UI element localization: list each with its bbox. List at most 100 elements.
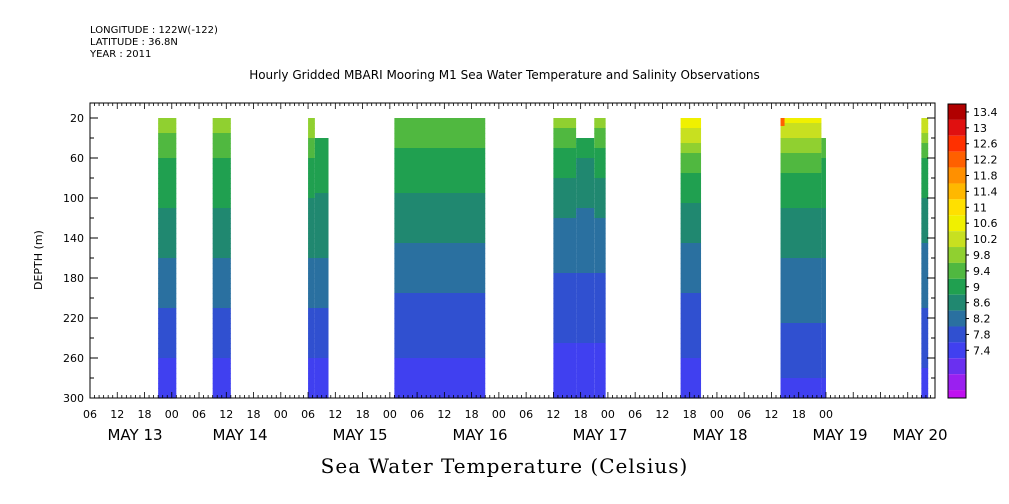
x-hour-label: 18 (247, 408, 261, 421)
data-cell (212, 368, 231, 374)
data-cell (576, 138, 595, 144)
data-cell (680, 298, 702, 304)
data-cell (594, 158, 606, 164)
data-cell (394, 183, 486, 189)
x-hour-label: 12 (328, 408, 342, 421)
data-cell (394, 338, 486, 344)
data-cell (158, 208, 177, 214)
colorbar-swatch (948, 358, 966, 375)
data-cell (780, 143, 822, 149)
data-cell (576, 293, 595, 299)
data-cell (553, 218, 577, 224)
data-cell (553, 158, 577, 164)
data-cell (394, 153, 486, 159)
data-cell (594, 288, 606, 294)
data-cell (394, 343, 486, 349)
data-cell (553, 243, 577, 249)
data-cell (158, 173, 177, 179)
data-cell (212, 273, 231, 279)
data-cell (921, 118, 929, 124)
data-cell (158, 248, 177, 254)
data-cell (394, 118, 486, 124)
colorbar-swatch (948, 199, 966, 216)
data-cell (158, 163, 177, 169)
data-cell (394, 128, 486, 134)
data-cell (158, 198, 177, 204)
data-cell (308, 328, 315, 334)
data-cell (553, 328, 577, 334)
data-cell (308, 133, 315, 139)
data-cell (780, 358, 822, 364)
data-cell (780, 173, 822, 179)
data-cell (821, 238, 826, 244)
data-cell (553, 163, 577, 169)
data-cell (680, 153, 702, 159)
data-cell (594, 148, 606, 154)
data-cell (553, 228, 577, 234)
data-cell (314, 213, 329, 219)
y-tick-label: 300 (63, 392, 84, 405)
data-cell (308, 293, 315, 299)
data-cell (553, 188, 577, 194)
data-cell (821, 243, 826, 249)
data-cell (680, 218, 702, 224)
y-tick-label: 180 (63, 272, 84, 285)
data-cell (553, 168, 577, 174)
data-cell (576, 273, 595, 279)
data-cell (553, 298, 577, 304)
data-cell (308, 118, 315, 124)
data-cell (308, 298, 315, 304)
data-cell (308, 313, 315, 319)
data-cell (680, 348, 702, 354)
data-cell (314, 263, 329, 269)
data-cell (576, 218, 595, 224)
data-cell (158, 213, 177, 219)
data-cell (308, 273, 315, 279)
x-hour-label: 00 (274, 408, 288, 421)
data-cell (314, 353, 329, 359)
data-cell (921, 368, 929, 374)
data-cell (308, 363, 315, 369)
data-cell (921, 303, 929, 309)
data-cell (594, 118, 606, 124)
x-hour-label: 18 (683, 408, 697, 421)
data-cell (576, 298, 595, 304)
colorbar-label: 10.2 (973, 233, 998, 246)
data-cell (314, 183, 329, 189)
data-cell (821, 318, 826, 324)
data-cell (780, 273, 822, 279)
data-cell (680, 118, 702, 124)
data-cell (821, 153, 826, 159)
data-cell (821, 363, 826, 369)
data-cell (314, 293, 329, 299)
data-cell (821, 233, 826, 239)
data-cell (594, 343, 606, 349)
data-cell (921, 283, 929, 289)
data-cell (680, 123, 702, 129)
data-cell (780, 133, 822, 139)
data-cell (314, 243, 329, 249)
x-hour-label: 18 (792, 408, 806, 421)
data-cell (158, 318, 177, 324)
data-cell (394, 208, 486, 214)
data-cell (308, 348, 315, 354)
x-day-label: MAY 16 (452, 426, 507, 444)
data-cell (821, 368, 826, 374)
data-cell (212, 293, 231, 299)
data-cell (594, 213, 606, 219)
data-cell (158, 128, 177, 134)
data-cell (576, 268, 595, 274)
data-cell (821, 388, 826, 394)
data-cell (212, 133, 231, 139)
colorbar-label: 12.6 (973, 138, 998, 151)
data-cell (680, 338, 702, 344)
data-cell (821, 353, 826, 359)
data-cell (212, 158, 231, 164)
data-cell (780, 268, 822, 274)
data-cell (821, 283, 826, 289)
data-cell (308, 353, 315, 359)
data-cell (308, 248, 315, 254)
data-cell (553, 323, 577, 329)
data-cell (821, 158, 826, 164)
data-cell (212, 208, 231, 214)
